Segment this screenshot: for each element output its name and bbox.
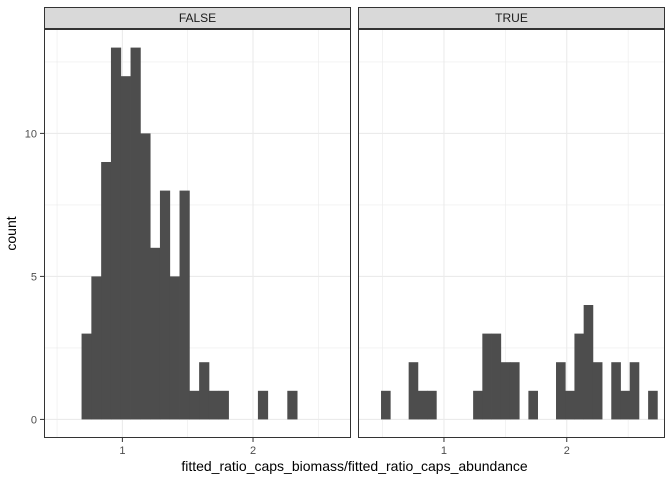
histogram-bar bbox=[648, 390, 658, 420]
histogram-bar bbox=[140, 133, 151, 420]
histogram-bar bbox=[169, 276, 180, 420]
histogram-bar bbox=[629, 362, 640, 420]
histogram-bar bbox=[574, 333, 585, 420]
histogram-bar bbox=[491, 333, 502, 420]
histogram-bar bbox=[611, 362, 621, 420]
panel-border bbox=[44, 29, 351, 438]
histogram-bar bbox=[417, 390, 428, 420]
histogram-bar bbox=[159, 190, 171, 420]
histogram-bar bbox=[91, 276, 102, 420]
panel-true: TRUE 1 2 bbox=[358, 7, 665, 457]
histogram-bar bbox=[179, 190, 190, 420]
histogram-bar bbox=[592, 362, 603, 420]
histogram-bar bbox=[500, 362, 511, 420]
x-tick-label: 2 bbox=[564, 445, 570, 457]
panel-false: FALSE 1 2 0 5 10 bbox=[25, 7, 351, 457]
histogram-bar bbox=[408, 362, 419, 420]
histogram-bar bbox=[427, 390, 437, 420]
x-axis-title: fitted_ratio_caps_biomass/fitted_ratio_c… bbox=[181, 458, 528, 474]
histogram-bar bbox=[110, 47, 122, 420]
histogram-bar bbox=[81, 333, 92, 420]
histogram-bar bbox=[257, 390, 269, 420]
histogram-bar bbox=[101, 161, 112, 420]
facet-strip-label: TRUE bbox=[495, 11, 528, 25]
histogram-bar bbox=[482, 333, 492, 420]
y-tick-label: 0 bbox=[31, 414, 37, 426]
panel-border bbox=[358, 29, 665, 438]
histogram-bar bbox=[189, 390, 200, 420]
histogram-bar bbox=[130, 47, 141, 420]
facet-strip bbox=[358, 7, 665, 29]
facet-strip-label: FALSE bbox=[179, 11, 216, 25]
histogram-bar bbox=[528, 390, 538, 420]
histogram-bar bbox=[473, 390, 483, 420]
facet-strip bbox=[44, 7, 351, 29]
x-tick-label: 1 bbox=[119, 445, 125, 457]
x-tick-label: 1 bbox=[441, 445, 447, 457]
histogram-bar bbox=[565, 390, 575, 420]
x-tick-label: 2 bbox=[250, 445, 256, 457]
y-tick-label: 10 bbox=[25, 128, 37, 140]
y-axis-title: count bbox=[3, 216, 19, 250]
histogram-bar bbox=[556, 362, 566, 420]
histogram-bar bbox=[583, 305, 594, 420]
y-tick-label: 5 bbox=[31, 271, 37, 283]
histogram-bar bbox=[208, 390, 220, 420]
histogram-bar bbox=[150, 247, 161, 420]
histogram-bar bbox=[509, 362, 520, 420]
histogram-bar bbox=[218, 390, 229, 420]
histogram-bar bbox=[381, 390, 391, 420]
histogram-bar bbox=[287, 390, 298, 420]
histogram-bar bbox=[620, 390, 631, 420]
histogram-bar bbox=[120, 76, 131, 420]
histogram-bar bbox=[199, 362, 210, 420]
